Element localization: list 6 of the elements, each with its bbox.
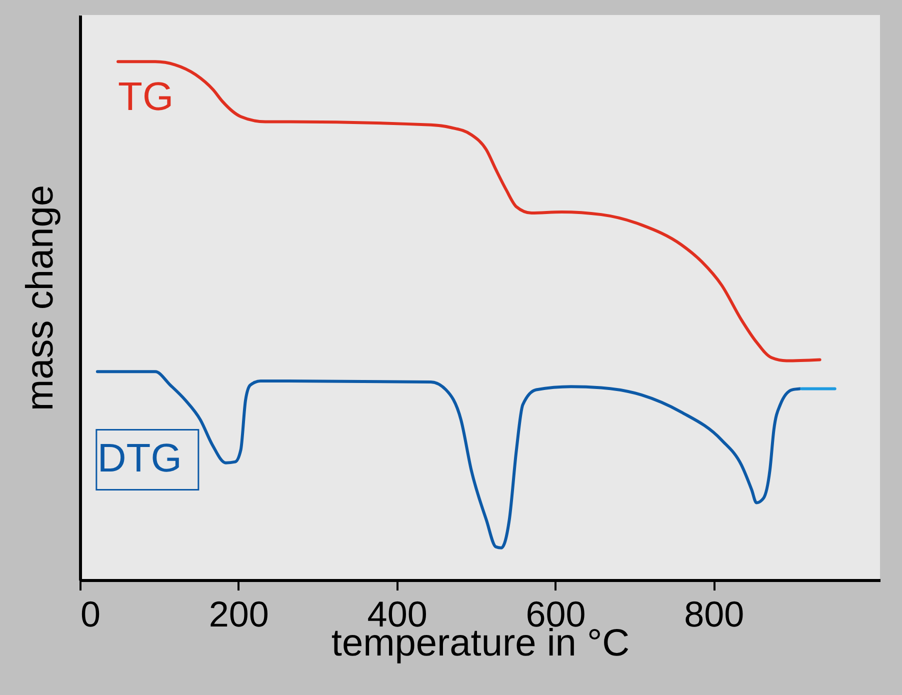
series-label: TG (118, 74, 174, 119)
x-tick-label: 200 (208, 594, 269, 634)
x-tick-label: 800 (684, 594, 744, 634)
x-tick-label: 0 (80, 594, 101, 634)
y-axis-title: mass change (20, 184, 62, 412)
series-label: DTG (97, 436, 182, 481)
